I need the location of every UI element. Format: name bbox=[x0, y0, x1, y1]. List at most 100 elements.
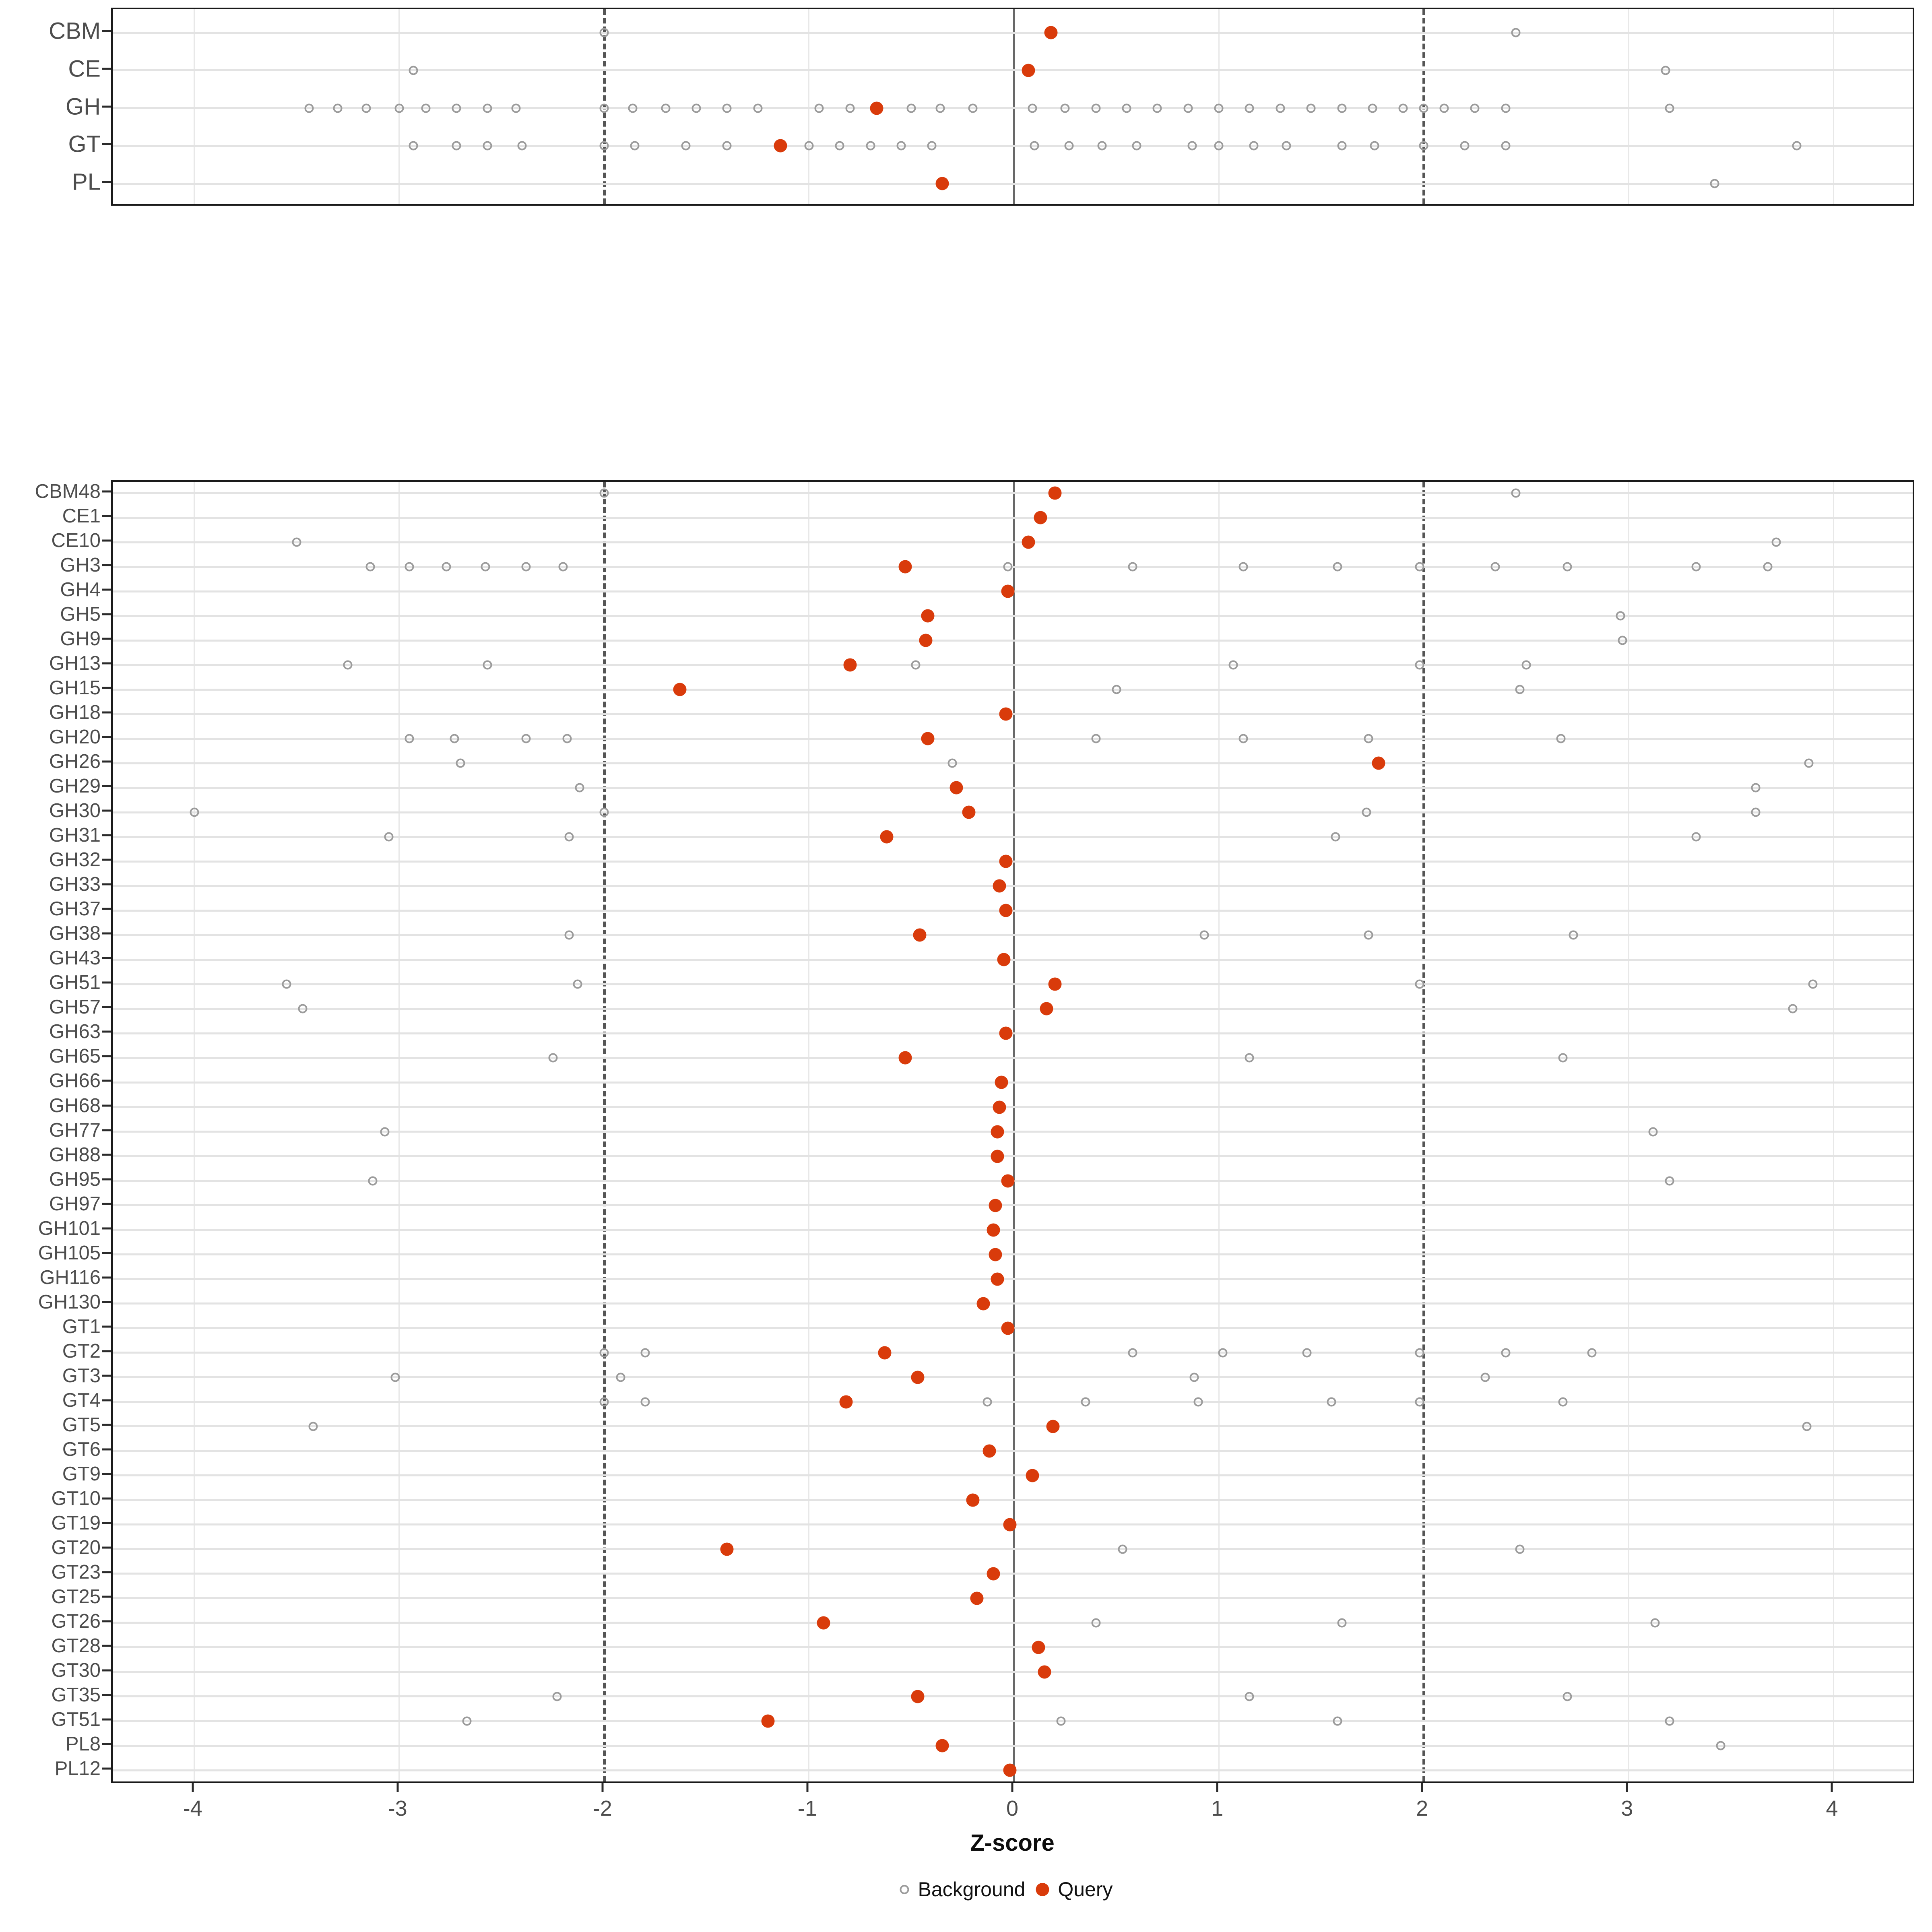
y-axis-label: GH29 bbox=[49, 775, 101, 797]
background-point bbox=[691, 103, 701, 113]
background-point bbox=[835, 141, 844, 151]
background-point bbox=[361, 103, 371, 113]
y-axis-label: GH57 bbox=[49, 996, 101, 1018]
query-point bbox=[1001, 584, 1015, 598]
background-point bbox=[722, 141, 732, 151]
y-axis-label: GT30 bbox=[51, 1659, 101, 1681]
y-axis-tick bbox=[102, 143, 111, 145]
row-gridline bbox=[113, 1450, 1913, 1452]
row-gridline bbox=[113, 492, 1913, 494]
query-point bbox=[966, 1493, 980, 1507]
background-point bbox=[452, 103, 461, 113]
background-point bbox=[1665, 1716, 1674, 1726]
background-point bbox=[390, 1373, 400, 1382]
background-point bbox=[1460, 141, 1470, 151]
background-point bbox=[1064, 141, 1074, 151]
background-point bbox=[1511, 28, 1521, 37]
y-axis-tick bbox=[102, 1669, 111, 1672]
row-gridline bbox=[113, 1131, 1913, 1133]
row-gridline bbox=[113, 516, 1913, 519]
background-point bbox=[1368, 103, 1377, 113]
background-point bbox=[368, 1176, 378, 1186]
query-point bbox=[991, 1272, 1004, 1286]
background-point bbox=[333, 103, 343, 113]
y-axis-label: GH33 bbox=[49, 873, 101, 896]
background-point bbox=[935, 103, 945, 113]
background-point bbox=[1333, 562, 1342, 572]
x-gridline bbox=[194, 9, 195, 204]
row-gridline bbox=[113, 1425, 1913, 1428]
query-point bbox=[911, 1371, 925, 1384]
background-point bbox=[845, 103, 855, 113]
background-point bbox=[521, 734, 531, 743]
background-point bbox=[947, 758, 957, 768]
y-axis-label: GH3 bbox=[60, 554, 101, 576]
y-axis-tick bbox=[102, 1325, 111, 1328]
query-point bbox=[1034, 511, 1047, 524]
query-point bbox=[843, 658, 857, 672]
background-point bbox=[1763, 562, 1773, 572]
y-axis-tick bbox=[102, 1399, 111, 1402]
background-point bbox=[1480, 1373, 1490, 1382]
y-axis-tick bbox=[102, 932, 111, 935]
row-gridline bbox=[113, 1204, 1913, 1207]
y-axis-label: GH20 bbox=[49, 726, 101, 748]
background-point bbox=[1218, 1348, 1228, 1358]
y-axis-label: CBM48 bbox=[35, 481, 101, 502]
background-point bbox=[552, 1692, 562, 1701]
legend-item-background[interactable]: Background bbox=[900, 1878, 1025, 1901]
row-gridline bbox=[113, 69, 1913, 72]
background-point bbox=[1245, 1692, 1254, 1701]
family-level-panel bbox=[111, 480, 1914, 1783]
background-point bbox=[1112, 685, 1121, 694]
y-axis-tick bbox=[102, 490, 111, 493]
y-axis-label: PL bbox=[72, 169, 101, 195]
y-axis-label: GH63 bbox=[49, 1021, 101, 1043]
background-point bbox=[814, 103, 824, 113]
y-axis-tick bbox=[102, 687, 111, 689]
y-axis-tick bbox=[102, 1154, 111, 1156]
background-point bbox=[1249, 141, 1259, 151]
background-point bbox=[1331, 832, 1340, 842]
background-point bbox=[1362, 807, 1371, 817]
background-point bbox=[1183, 103, 1193, 113]
background-point bbox=[1515, 1544, 1525, 1554]
x-axis-tick-label: 0 bbox=[1006, 1796, 1019, 1821]
query-point bbox=[999, 855, 1013, 868]
background-point bbox=[599, 807, 609, 817]
y-axis-label: GT20 bbox=[51, 1536, 101, 1558]
y-axis-tick bbox=[102, 1546, 111, 1549]
background-point bbox=[599, 1348, 609, 1358]
background-point bbox=[384, 832, 394, 842]
background-point bbox=[1193, 1397, 1203, 1407]
y-axis-label: GH97 bbox=[49, 1193, 101, 1215]
background-point bbox=[1056, 1716, 1066, 1726]
row-gridline bbox=[113, 885, 1913, 887]
y-axis-tick bbox=[102, 1104, 111, 1106]
background-point bbox=[1214, 103, 1224, 113]
background-point bbox=[1521, 660, 1531, 670]
background-point bbox=[1091, 1618, 1101, 1628]
background-point bbox=[558, 562, 568, 572]
y-axis-tick bbox=[102, 1448, 111, 1451]
x-axis-tick-label: 3 bbox=[1621, 1796, 1633, 1821]
background-point bbox=[1238, 734, 1248, 743]
background-point bbox=[599, 488, 609, 498]
background-point bbox=[564, 930, 574, 940]
y-axis-tick bbox=[102, 1227, 111, 1230]
y-axis-label: GT2 bbox=[62, 1340, 101, 1362]
legend-item-query[interactable]: Query bbox=[1036, 1878, 1113, 1901]
y-axis-tick bbox=[102, 834, 111, 836]
row-gridline bbox=[113, 1253, 1913, 1256]
row-gridline bbox=[113, 1081, 1913, 1084]
background-point bbox=[548, 1053, 558, 1063]
row-gridline bbox=[113, 836, 1913, 838]
y-axis-label: GT26 bbox=[51, 1610, 101, 1632]
background-point bbox=[394, 103, 404, 113]
background-point bbox=[405, 562, 414, 572]
row-gridline bbox=[113, 566, 1913, 568]
background-point bbox=[1238, 562, 1248, 572]
y-axis-label: GH31 bbox=[49, 824, 101, 846]
query-point bbox=[1001, 1174, 1015, 1188]
background-point bbox=[1415, 1397, 1424, 1407]
